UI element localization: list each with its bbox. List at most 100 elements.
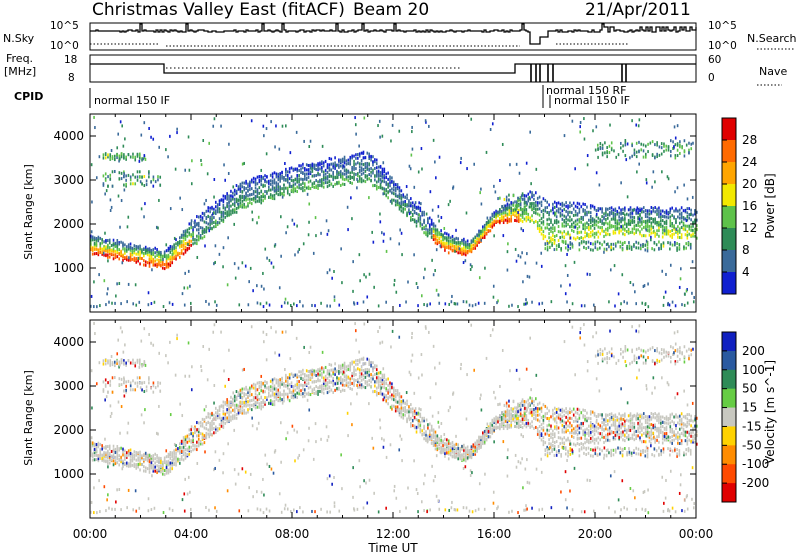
power-cell — [583, 117, 585, 120]
power-cell — [580, 121, 582, 124]
velocity-cell — [243, 412, 245, 415]
velocity-cell — [277, 389, 279, 392]
velocity-cell — [137, 451, 139, 454]
power-cell — [624, 217, 626, 220]
velocity-cell — [223, 417, 225, 420]
power-cell — [383, 240, 385, 243]
power-cell — [144, 154, 146, 157]
velocity-cell — [266, 386, 268, 389]
power-cell — [634, 290, 636, 293]
velocity-cell — [359, 368, 361, 371]
velocity-cell — [302, 388, 304, 391]
power-cell — [421, 147, 423, 150]
velocity-cell — [188, 453, 190, 456]
power-cell — [474, 240, 476, 243]
velocity-cell — [427, 434, 429, 437]
power-cell — [109, 241, 111, 244]
velocity-cell — [196, 448, 198, 451]
velocity-cell — [361, 372, 363, 375]
velocity-cell — [115, 451, 117, 454]
power-cell — [370, 171, 372, 174]
velocity-cell — [221, 404, 223, 407]
power-cell — [616, 210, 618, 213]
velocity-cell — [105, 445, 107, 448]
power-cell — [457, 251, 459, 254]
power-cell — [393, 181, 395, 184]
velocity-cell — [266, 396, 268, 399]
power-cell — [548, 236, 550, 239]
power-cell — [134, 257, 136, 260]
power-cell — [618, 215, 620, 218]
power-cell — [357, 161, 359, 164]
velocity-cell — [353, 381, 355, 384]
velocity-cell — [209, 416, 211, 419]
velocity-cell — [185, 444, 187, 447]
power-cell — [380, 220, 382, 223]
power-cell — [683, 184, 685, 187]
velocity-cell — [260, 381, 262, 384]
power-cell — [625, 158, 627, 161]
power-cell — [522, 198, 524, 201]
power-cell — [209, 207, 211, 210]
power-cell — [613, 212, 615, 215]
power-cell — [651, 206, 653, 209]
power-cell — [181, 249, 183, 252]
velocity-cell — [412, 407, 414, 410]
velocity-cell — [236, 417, 238, 420]
velocity-cell — [217, 412, 219, 415]
velocity-cell — [349, 381, 351, 384]
power-cell — [526, 302, 528, 305]
power-cell — [139, 170, 141, 173]
velocity-cell — [310, 370, 312, 373]
power-cell — [563, 236, 565, 239]
power-cell — [219, 221, 221, 224]
power-cell — [527, 213, 529, 216]
power-cell — [635, 241, 637, 244]
power-cell — [654, 180, 656, 183]
velocity-cell — [164, 469, 166, 472]
power-cell — [524, 211, 526, 214]
power-cell — [242, 203, 244, 206]
power-cell — [543, 209, 545, 212]
velocity-cell — [152, 457, 154, 460]
power-cell — [281, 171, 283, 174]
power-cell — [399, 189, 401, 192]
velocity-cell — [183, 436, 185, 439]
power-cell — [393, 283, 395, 286]
power-cell — [226, 192, 228, 195]
power-cell — [541, 233, 543, 236]
velocity-cell — [384, 380, 386, 383]
power-cell — [173, 255, 175, 258]
power-cell — [677, 142, 679, 145]
velocity-cell — [259, 392, 261, 395]
power-cell — [454, 238, 456, 241]
power-cell — [683, 218, 685, 221]
velocity-cell — [423, 437, 425, 440]
velocity-cell — [96, 458, 98, 461]
power-cell — [402, 207, 404, 210]
power-cell — [226, 195, 228, 198]
velocity-cell — [279, 383, 281, 386]
power-cell — [667, 241, 669, 244]
velocity-cell — [295, 374, 297, 377]
velocity-cell — [230, 411, 232, 414]
velocity-cell — [404, 410, 406, 413]
velocity-cell — [418, 412, 420, 415]
velocity-cell — [368, 383, 370, 386]
power-cell — [577, 206, 579, 209]
power-cell — [683, 245, 685, 248]
velocity-cell — [101, 448, 103, 451]
velocity-cell — [242, 401, 244, 404]
power-cell — [347, 206, 349, 209]
power-cell — [376, 187, 378, 190]
velocity-cell — [319, 390, 321, 393]
power-cell — [329, 157, 331, 160]
power-cell — [107, 175, 109, 178]
power-cell — [626, 230, 628, 233]
power-cell — [600, 142, 602, 145]
velocity-cell — [296, 386, 298, 389]
power-cell — [232, 192, 234, 195]
power-cell — [92, 235, 94, 238]
velocity-cell — [380, 377, 382, 380]
power-cell — [656, 141, 658, 144]
